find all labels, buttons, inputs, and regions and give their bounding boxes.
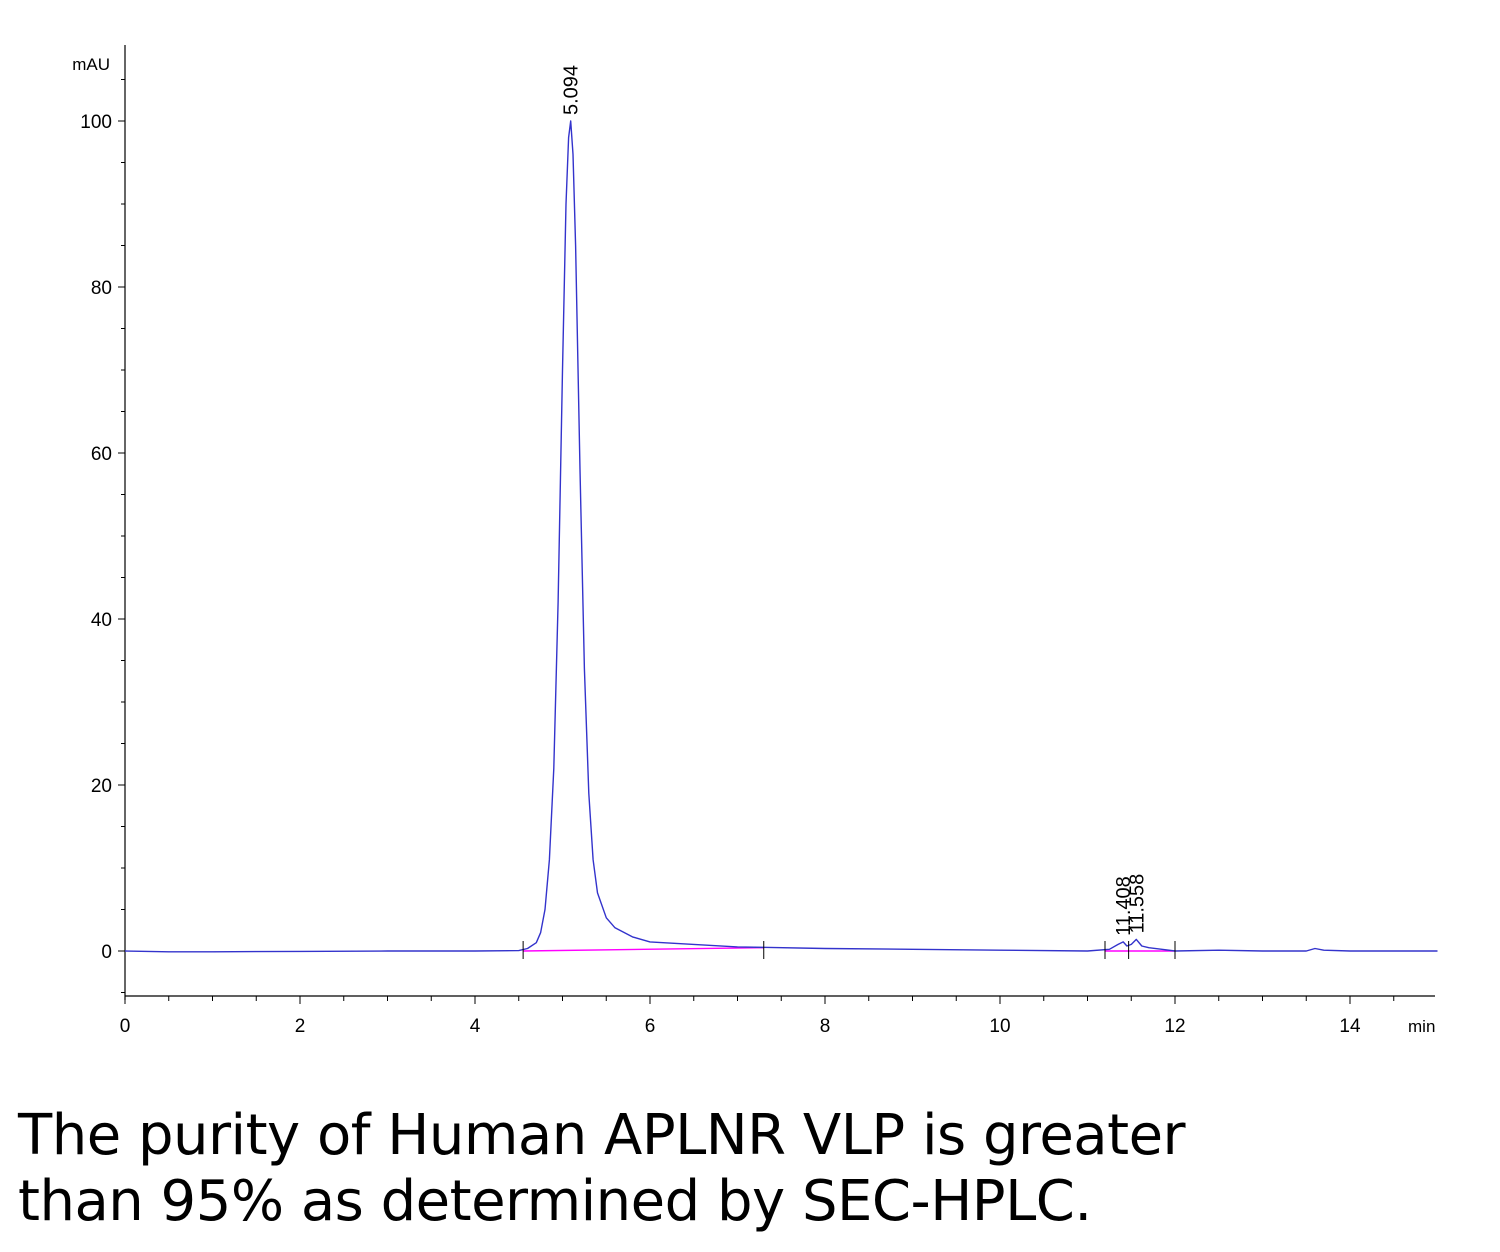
x-tick-label: 2 [295, 1016, 306, 1037]
chromatogram-trace [124, 120, 1438, 953]
x-tick-label: 4 [470, 1016, 481, 1037]
chart-ticks [118, 79, 1395, 1004]
chart-marks [124, 120, 1438, 959]
x-tick-label: 10 [989, 1016, 1010, 1037]
figure-caption: The purity of Human APLNR VLP is greater… [18, 1103, 1458, 1235]
x-tick-label: 0 [120, 1016, 131, 1037]
y-tick-label: 20 [91, 776, 112, 797]
x-tick-label: 8 [820, 1016, 831, 1037]
x-unit-label: min [1408, 1017, 1435, 1036]
y-unit-label: mAU [72, 55, 110, 74]
y-tick-label: 0 [101, 942, 112, 963]
integration-baseline [523, 946, 764, 952]
peak-label: 11.408 [1113, 876, 1135, 936]
y-tick-label: 80 [91, 278, 112, 299]
y-tick-label: 40 [91, 610, 112, 631]
chromatogram-chart: 0 20 40 60 80 100 mAU 0 2 4 6 8 10 12 14 min 5.094 11.408… [72, 45, 1438, 1037]
caption-line-2: than 95% as determined by SEC-HPLC. [18, 1169, 1092, 1234]
caption-line-1: The purity of Human APLNR VLP is greater [18, 1103, 1186, 1168]
peak-label: 11.558 [1126, 874, 1148, 934]
x-tick-label: 12 [1164, 1016, 1185, 1037]
x-tick-label: 14 [1339, 1016, 1361, 1037]
y-tick-label: 60 [91, 444, 112, 465]
chart-axes [124, 45, 1435, 1000]
peak-label: 5.094 [561, 65, 583, 115]
x-tick-label: 6 [645, 1016, 656, 1037]
y-tick-label: 100 [80, 112, 112, 133]
chart-labels: 0 20 40 60 80 100 mAU 0 2 4 6 8 10 12 14 min 5.094 11.408… [72, 55, 1435, 1037]
